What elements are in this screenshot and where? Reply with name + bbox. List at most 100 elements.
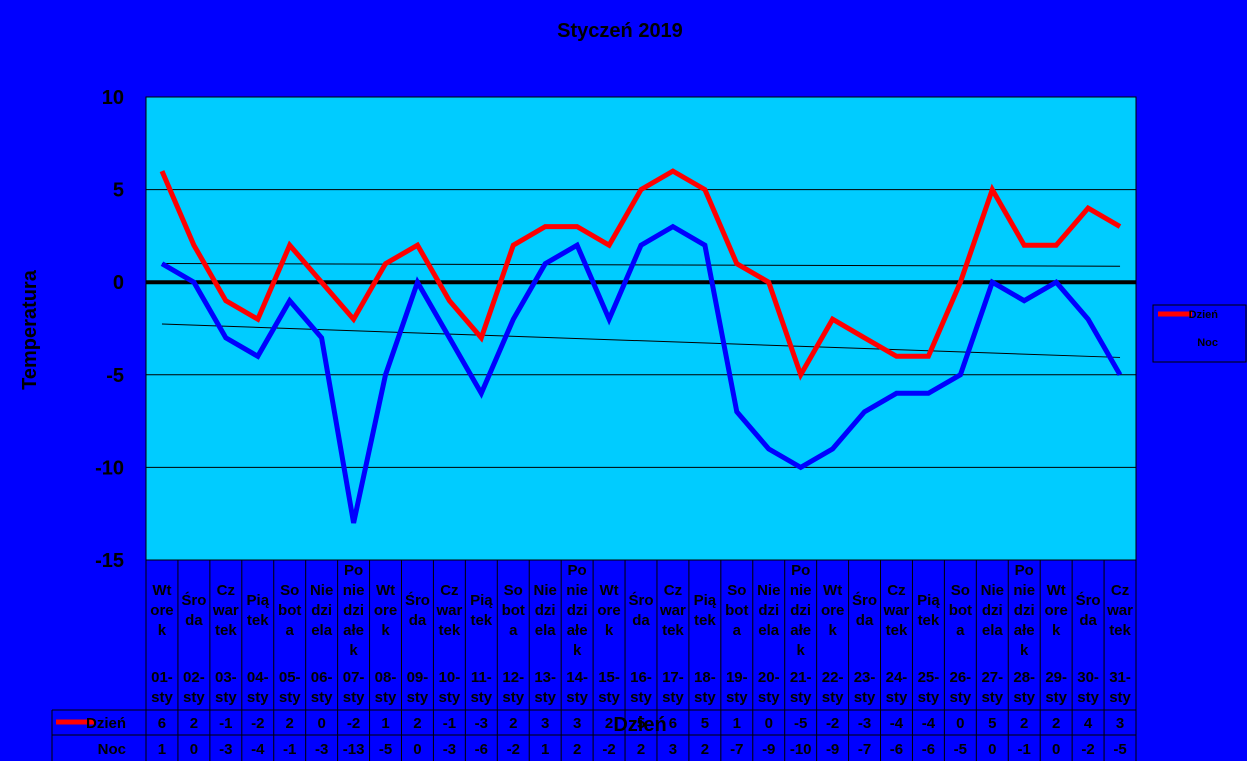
category-day-label: Nie dzi ela [310, 582, 333, 639]
data-table-value: 1 [733, 715, 741, 732]
data-table-value: -6 [475, 741, 488, 758]
category-day-label: Po nie dzi ałe k [1013, 562, 1035, 659]
category-day-label: Śro da [628, 591, 653, 629]
data-table-value: 0 [190, 741, 198, 758]
category-day-label: Pią tek [917, 592, 940, 629]
y-tick-label: 0 [113, 272, 124, 294]
data-table-value: -4 [251, 741, 265, 758]
data-table-value: 3 [1116, 715, 1124, 732]
data-table-value: 0 [413, 741, 421, 758]
data-table-value: -10 [790, 741, 812, 758]
category-day-label: So bot a [278, 582, 301, 639]
y-tick-label: 5 [113, 180, 124, 202]
data-table-value: 1 [381, 715, 389, 732]
data-table-value: 3 [573, 715, 581, 732]
data-table-value: 3 [669, 741, 677, 758]
category-date-label: 11-sty [470, 669, 492, 706]
category-date-label: 09-sty [407, 669, 429, 706]
data-table-value: 2 [509, 715, 517, 732]
data-table-value: -5 [954, 741, 967, 758]
category-date-label: 22-sty [822, 669, 844, 706]
category-date-label: 16-sty [630, 669, 652, 706]
category-date-label: 27-sty [981, 669, 1003, 706]
category-date-label: 05-sty [279, 669, 301, 706]
data-table-value: 0 [765, 715, 773, 732]
category-day-label: Nie dzi ela [534, 582, 557, 639]
trendline [161, 263, 1121, 267]
category-day-label: Wt ore k [821, 582, 844, 639]
category-date-label: 12-sty [502, 669, 524, 706]
category-day-label: Śro da [852, 591, 877, 629]
data-table-value: 2 [573, 741, 581, 758]
data-table-value: -3 [858, 715, 871, 732]
data-table-value: -9 [826, 741, 839, 758]
data-table-value: -5 [794, 715, 807, 732]
category-day-label: Cz war tek [659, 582, 686, 639]
data-table-value: 2 [1020, 715, 1028, 732]
category-date-label: 08-sty [375, 669, 397, 706]
y-tick-label: -10 [95, 457, 124, 479]
category-day-label: Śro da [1076, 591, 1101, 629]
data-table-value: -6 [922, 741, 935, 758]
legend-label: Noc [1197, 337, 1218, 349]
trendline [161, 323, 1121, 358]
data-table-value: 2 [286, 715, 294, 732]
data-table-value: -4 [922, 715, 936, 732]
category-date-label: 07-sty [343, 669, 365, 706]
category-day-label: Nie dzi ela [757, 582, 780, 639]
category-date-label: 17-sty [662, 669, 684, 706]
category-day-label: Wt ore k [1044, 582, 1067, 639]
y-tick-label: 10 [102, 87, 124, 109]
legend-label: Dzień [1189, 309, 1219, 321]
data-table-value: 0 [1052, 741, 1060, 758]
category-day-label: Po nie dzi ałe k [566, 562, 588, 659]
category-date-label: 23-sty [854, 669, 876, 706]
category-date-label: 29-sty [1045, 669, 1067, 706]
category-date-label: 24-sty [886, 669, 908, 706]
data-table-value: 2 [637, 741, 645, 758]
data-table-value: 0 [988, 741, 996, 758]
category-date-label: 19-sty [726, 669, 748, 706]
category-day-label: Po nie dzi ałe k [343, 562, 365, 659]
data-table-value: 2 [1052, 715, 1060, 732]
data-table-value: -5 [1113, 741, 1126, 758]
data-table-value: 6 [669, 715, 677, 732]
data-table-value: -3 [219, 741, 232, 758]
data-table-value: 0 [956, 715, 964, 732]
category-date-label: 20-sty [758, 669, 780, 706]
data-table-value: -6 [890, 741, 903, 758]
data-table-value: 1 [158, 741, 166, 758]
category-day-label: Cz war tek [1106, 582, 1133, 639]
category-day-label: So bot a [725, 582, 748, 639]
category-day-label: Wt ore k [597, 582, 620, 639]
category-date-label: 04-sty [247, 669, 269, 706]
table-row-header: Noc [98, 741, 126, 758]
category-day-label: Wt ore k [374, 582, 397, 639]
data-table-value: -5 [379, 741, 392, 758]
category-date-label: 06-sty [311, 669, 333, 706]
y-axis-label: Temperatura [19, 269, 41, 390]
category-day-label: Śro da [405, 591, 430, 629]
category-date-label: 03-sty [215, 669, 237, 706]
chart-title: Styczeń 2019 [557, 20, 683, 42]
data-table-value: -1 [283, 741, 296, 758]
data-table-value: -9 [762, 741, 775, 758]
category-day-label: Po nie dzi ałe k [790, 562, 812, 659]
category-day-label: Nie dzi ela [981, 582, 1004, 639]
data-table-value: -3 [443, 741, 456, 758]
category-date-label: 18-sty [694, 669, 716, 706]
data-table-value: -3 [475, 715, 488, 732]
category-date-label: 28-sty [1013, 669, 1035, 706]
category-day-label: So bot a [949, 582, 972, 639]
category-date-label: 31-sty [1109, 669, 1131, 706]
data-table-value: -2 [251, 715, 264, 732]
category-day-label: Śro da [181, 591, 206, 629]
data-table-value: 2 [605, 715, 613, 732]
data-table-value: 4 [1084, 715, 1093, 732]
category-date-label: 26-sty [950, 669, 972, 706]
category-date-label: 13-sty [534, 669, 556, 706]
data-table-value: 2 [701, 741, 709, 758]
x-axis-label: Dzień [613, 714, 666, 736]
category-day-label: Pią tek [247, 592, 270, 629]
data-table-value: -2 [602, 741, 615, 758]
